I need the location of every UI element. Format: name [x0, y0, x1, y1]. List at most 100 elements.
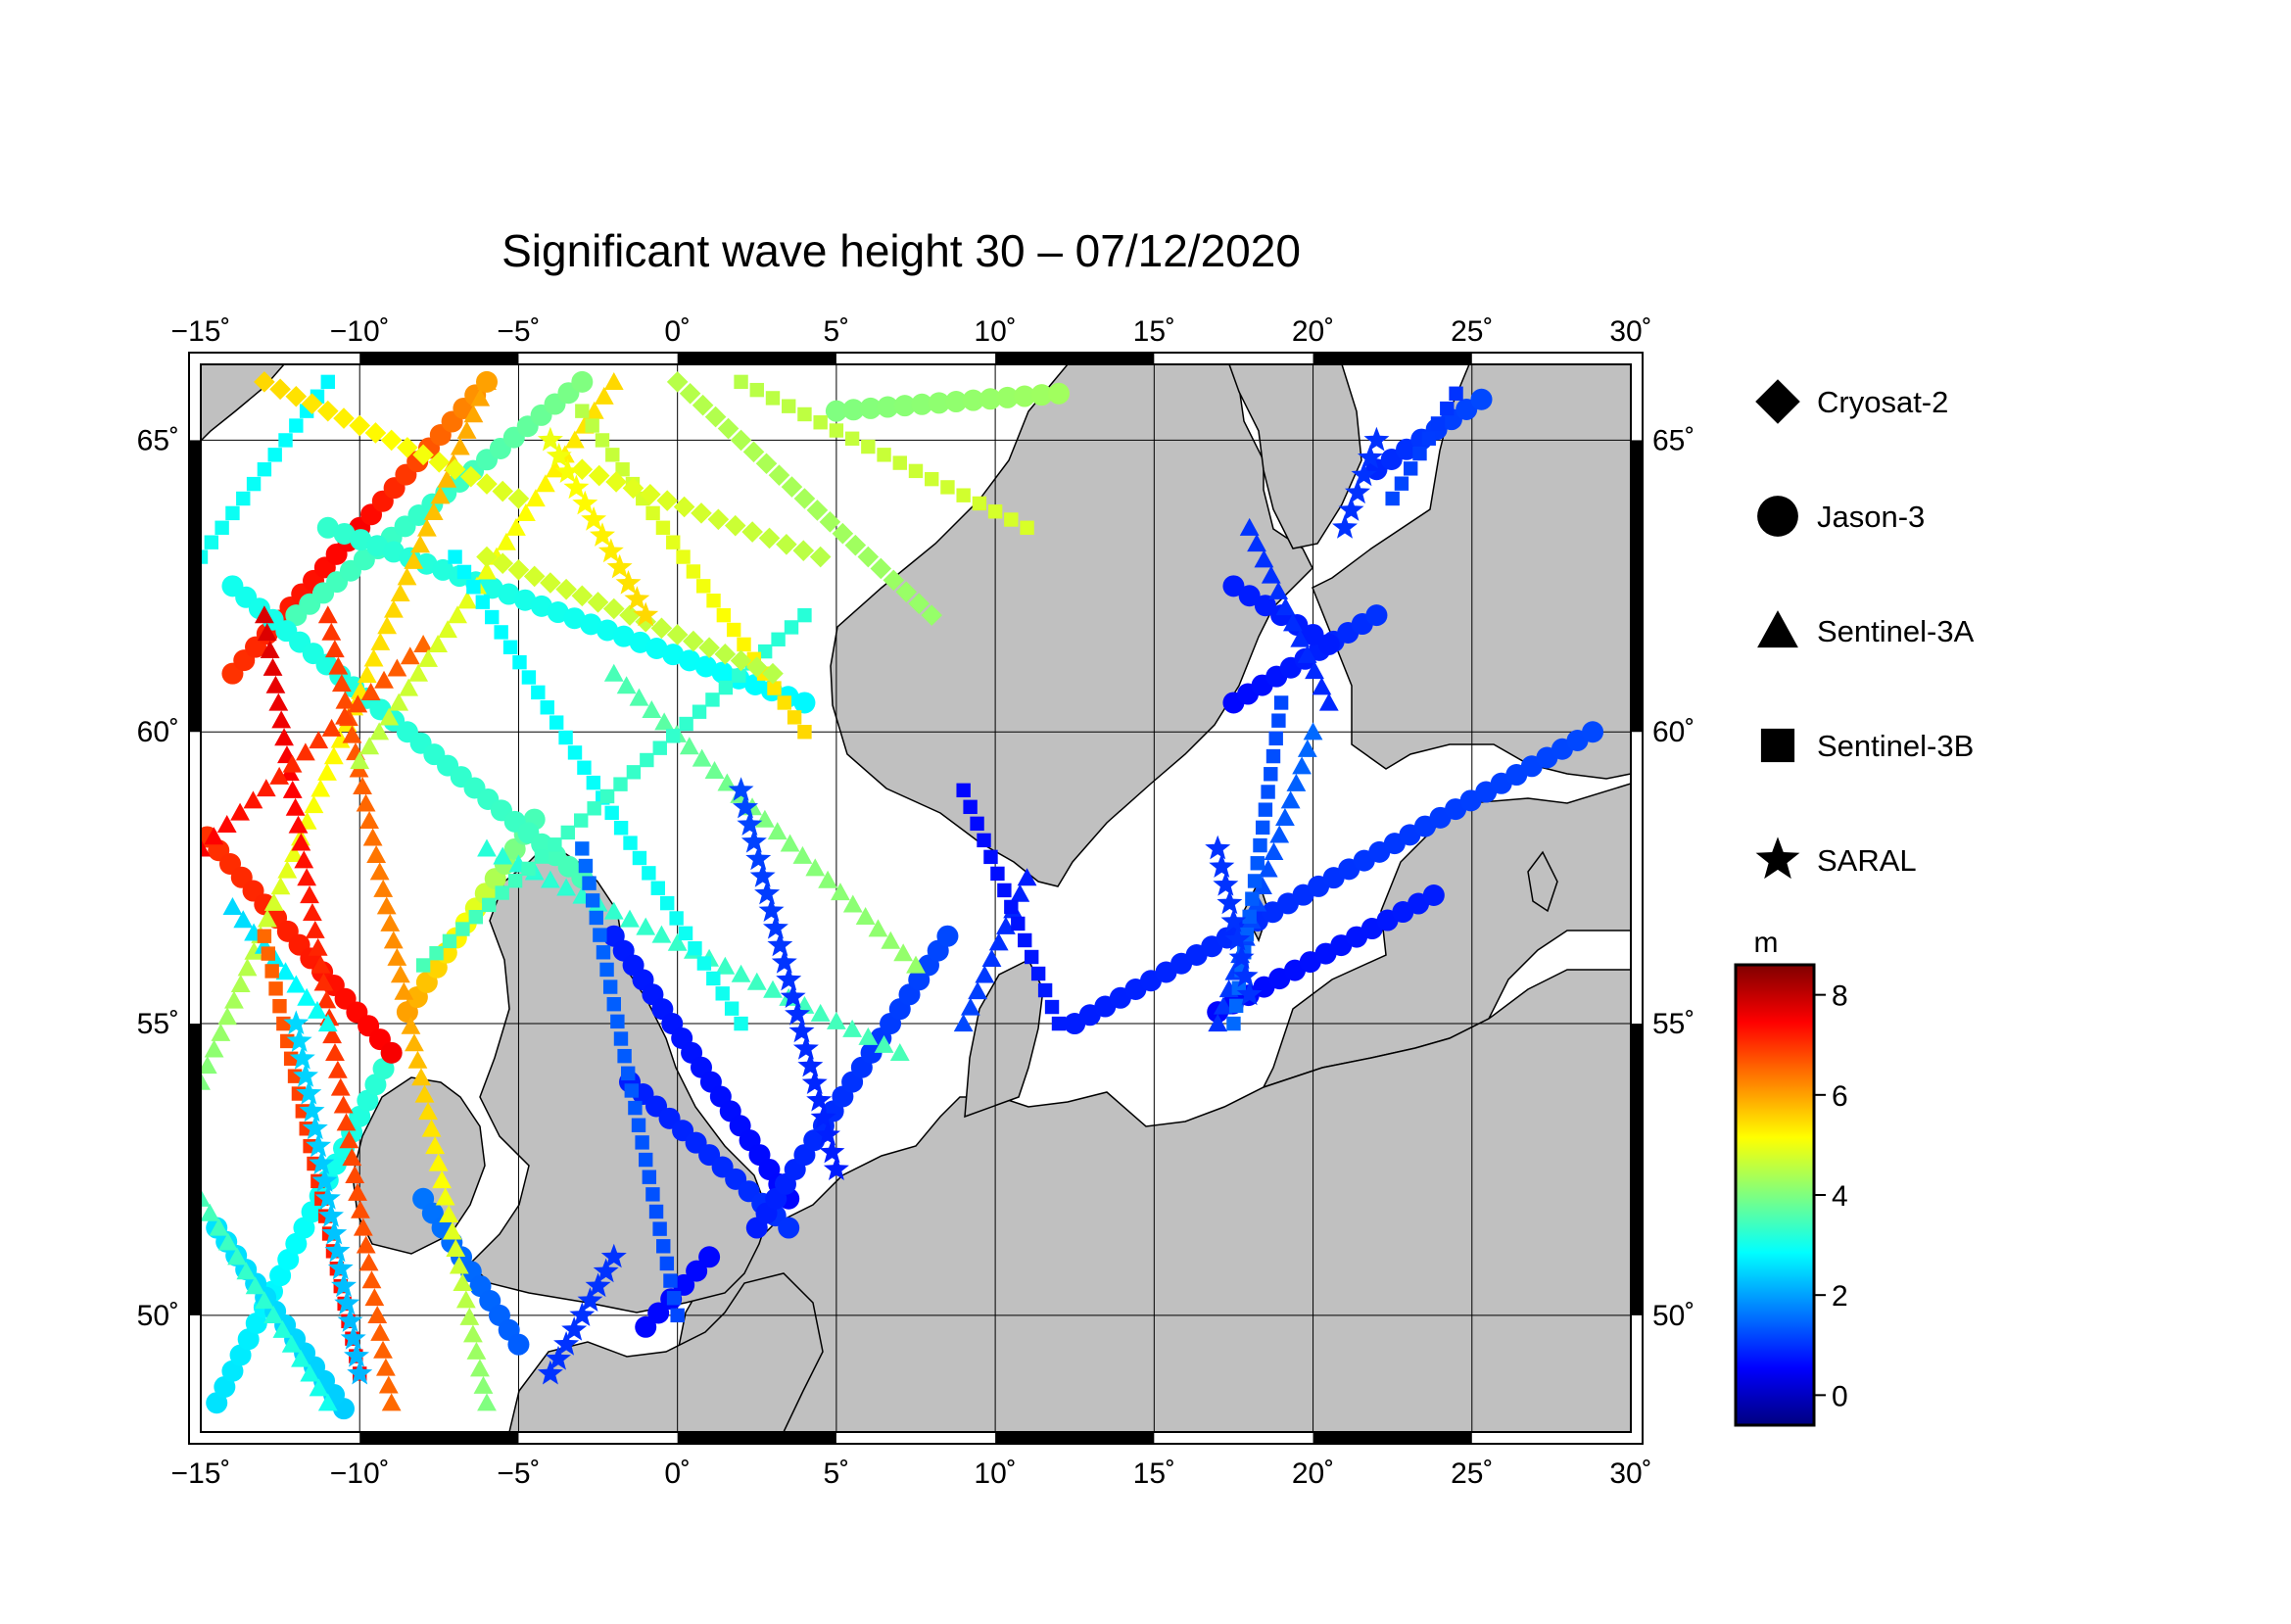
track-point-triangle — [201, 1072, 211, 1090]
track-point-square — [692, 704, 707, 719]
track-point-triangle — [1010, 884, 1030, 902]
track-point-triangle — [715, 956, 736, 975]
track-point-triangle — [805, 858, 826, 877]
track-point-circle — [285, 1232, 308, 1255]
track-point-triangle — [333, 1095, 354, 1114]
track-point-square — [204, 535, 219, 549]
track-point-star — [289, 1045, 315, 1070]
longitude-tick-label: 30˚ — [1609, 315, 1651, 348]
legend-item: Cryosat-2 — [1755, 379, 1948, 424]
track-point-triangle — [679, 737, 699, 755]
track-point-square — [734, 1016, 748, 1031]
track-point-triangle — [363, 648, 384, 667]
track-point-triangle — [325, 1042, 345, 1061]
track-point-star — [286, 1027, 312, 1052]
track-point-square — [456, 564, 472, 580]
track-point-square — [578, 858, 594, 874]
colorbar-unit: m — [1754, 927, 1779, 959]
track-point-diamond — [492, 552, 514, 574]
track-point-triangle — [463, 405, 484, 423]
track-point-square — [777, 695, 791, 710]
track-point-diamond — [444, 458, 466, 481]
longitude-tick-label: −5˚ — [497, 315, 540, 348]
track-point-circle — [1470, 388, 1493, 410]
track-point-triangle — [256, 779, 276, 797]
track-point-circle — [333, 522, 356, 545]
track-point-triangle — [308, 1000, 327, 1019]
track-point-star — [563, 474, 590, 500]
track-point-square — [648, 1204, 664, 1219]
track-point-square — [575, 404, 590, 418]
track-point-square — [548, 837, 562, 852]
track-point-triangle — [317, 1014, 338, 1032]
track-point-triangle — [425, 1136, 446, 1155]
longitude-tick-label: 0˚ — [664, 1457, 691, 1490]
track-point-triangle — [257, 623, 277, 642]
track-point-star — [1232, 963, 1259, 987]
longitude-tick-label: 30˚ — [1609, 1457, 1651, 1490]
track-point-triangle — [370, 1322, 391, 1341]
track-point-circle — [673, 1273, 695, 1296]
track-point-square — [215, 520, 229, 535]
track-point-triangle — [310, 955, 331, 974]
track-point-circle — [269, 1265, 292, 1287]
track-point-triangle — [270, 877, 291, 895]
track-point-square — [586, 775, 601, 790]
track-point-diamond — [921, 604, 943, 626]
track-point-triangle — [767, 822, 788, 840]
track-point-triangle — [370, 632, 391, 650]
latitude-tick-label: 50˚ — [137, 1300, 179, 1332]
track-point-square — [963, 799, 978, 815]
track-point-square — [1004, 512, 1019, 527]
track-point-triangle — [410, 535, 430, 553]
track-point-triangle — [545, 459, 565, 478]
land-masses — [201, 364, 1631, 1432]
track-point-circle — [221, 1360, 244, 1382]
track-point-star — [1345, 479, 1370, 504]
track-point-star — [806, 1086, 833, 1112]
track-point-triangle — [456, 420, 477, 439]
track-point-diamond — [679, 382, 701, 405]
track-point-star — [600, 1243, 627, 1268]
track-point-circle — [635, 1315, 657, 1338]
track-point-triangle — [342, 725, 362, 743]
track-point-diamond — [619, 604, 641, 626]
track-point-star — [776, 966, 802, 991]
track-point-square — [628, 1100, 643, 1116]
track-point-star — [1224, 926, 1251, 951]
longitude-tick-label: −15˚ — [171, 315, 231, 348]
track-point-square — [642, 866, 656, 881]
track-point-square — [1412, 446, 1427, 461]
track-point-square — [908, 463, 924, 479]
track-point-star — [801, 1070, 828, 1094]
track-point-triangle — [297, 868, 317, 886]
track-point-triangle — [477, 1393, 497, 1411]
track-point-square — [1030, 966, 1046, 981]
track-point-square — [640, 752, 654, 768]
track-point-diamond — [301, 393, 323, 415]
track-point-square — [1271, 713, 1286, 728]
track-point-square — [724, 1001, 740, 1016]
legend-label: Cryosat-2 — [1817, 385, 1948, 419]
track-point-star — [771, 949, 797, 974]
track-point-square — [613, 821, 629, 836]
track-point-triangle — [359, 737, 380, 755]
track-point-triangle — [254, 1291, 274, 1310]
track-point-triangle — [384, 599, 404, 618]
track-point-diamond — [883, 569, 905, 592]
track-point-triangle — [506, 517, 526, 536]
track-point-square — [604, 805, 619, 821]
track-point-diamond — [895, 581, 918, 603]
track-point-triangle — [310, 779, 331, 797]
track-point-circle — [382, 541, 405, 563]
track-point-triangle — [317, 605, 338, 624]
track-point-triangle — [810, 1003, 831, 1022]
track-point-triangle — [448, 605, 467, 624]
track-point-triangle — [1258, 859, 1278, 878]
track-point-star — [553, 1331, 580, 1356]
track-point-circle — [366, 535, 389, 557]
track-point-square — [485, 609, 500, 625]
track-point-triangle — [328, 656, 349, 675]
latitude-tick-label: 50˚ — [1652, 1300, 1694, 1332]
track-point-triangle — [282, 754, 303, 773]
